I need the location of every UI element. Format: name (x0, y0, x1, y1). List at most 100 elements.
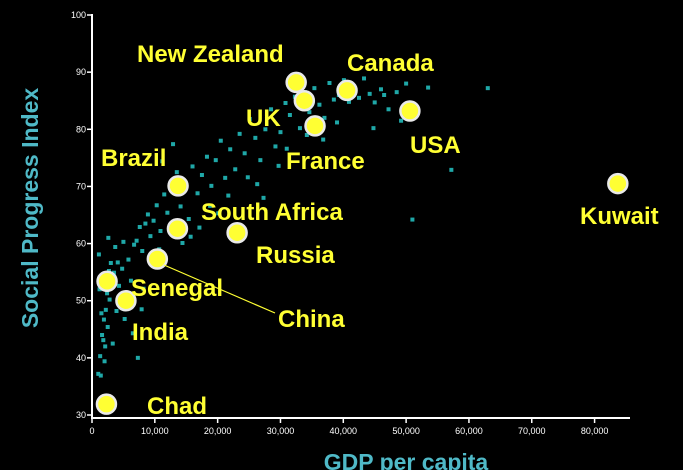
data-point (223, 175, 228, 180)
y-axis-title: Social Progress Index (17, 88, 43, 329)
data-point (253, 135, 258, 140)
data-point (273, 144, 278, 149)
data-point (165, 210, 170, 215)
data-point (105, 291, 110, 296)
y-tick-label: 100 (71, 10, 86, 20)
data-point (228, 147, 233, 152)
data-point (106, 235, 111, 240)
data-point (276, 163, 281, 168)
label-kuwait: Kuwait (580, 203, 659, 230)
china-leader-line (163, 264, 276, 314)
highlight-point-chad (95, 393, 118, 415)
x-axis-title: GDP per capita (324, 449, 489, 470)
data-point (335, 120, 340, 125)
data-point (321, 137, 326, 142)
x-tick-label: 50,000 (392, 426, 420, 436)
data-point (218, 138, 223, 143)
data-point (122, 317, 127, 321)
data-point (151, 218, 156, 223)
data-point (110, 341, 115, 346)
data-point (140, 249, 145, 253)
data-point (145, 212, 150, 217)
label-senegal: Senegal (131, 275, 223, 302)
data-point (100, 333, 105, 337)
highlight-point-france (304, 115, 326, 137)
data-point (410, 217, 415, 222)
label-new-zealand: New Zealand (137, 41, 284, 68)
data-point (171, 142, 176, 147)
highlight-point-brazil (167, 175, 189, 197)
data-point (213, 158, 218, 163)
axes (91, 14, 630, 419)
data-point (283, 101, 288, 105)
data-point (188, 234, 193, 239)
data-point (126, 257, 131, 262)
data-point (399, 118, 404, 123)
data-point (101, 317, 106, 322)
y-tick-label: 50 (76, 296, 86, 306)
data-point (139, 307, 144, 312)
data-point (174, 170, 179, 175)
label-russia: Russia (256, 242, 335, 269)
data-point (204, 154, 209, 159)
data-point (404, 81, 409, 86)
data-point (158, 229, 163, 233)
x-tick-label: 40,000 (330, 426, 358, 436)
data-point (261, 195, 266, 200)
data-point (372, 100, 377, 105)
data-point (394, 90, 399, 95)
data-point (304, 133, 309, 137)
highlight-point-senegal (96, 270, 118, 293)
data-point (102, 359, 107, 364)
label-chad: Chad (147, 393, 207, 420)
data-point (162, 192, 167, 197)
data-point (341, 78, 346, 83)
x-tick-label: 30,000 (267, 426, 295, 436)
highlight-point-china (146, 248, 169, 270)
data-point (278, 130, 283, 135)
data-point (485, 86, 490, 91)
data-point (307, 110, 312, 115)
data-point (114, 309, 119, 313)
data-point (269, 107, 274, 112)
data-point (96, 252, 101, 257)
data-point (178, 204, 183, 209)
label-canada: Canada (347, 50, 434, 77)
highlight-point-usa (399, 100, 421, 122)
data-point (284, 146, 289, 151)
data-point (226, 193, 231, 198)
data-point (99, 311, 104, 316)
y-tick-label: 90 (76, 67, 86, 77)
data-point (199, 173, 204, 177)
data-point (197, 225, 202, 230)
data-point (98, 354, 103, 359)
data-point (115, 260, 120, 265)
data-point (255, 182, 260, 187)
data-point (101, 338, 106, 343)
data-point (96, 371, 101, 376)
label-brazil: Brazil (101, 145, 166, 172)
data-point (233, 167, 238, 172)
data-point (186, 217, 191, 221)
data-point (287, 113, 292, 117)
data-point (128, 278, 133, 283)
data-point (237, 131, 242, 136)
highlighted-countries (95, 71, 629, 415)
data-point (386, 107, 391, 112)
data-point (297, 126, 302, 131)
data-point (367, 91, 372, 96)
y-tick-label: 30 (76, 410, 86, 420)
data-point (98, 373, 103, 378)
data-point (103, 344, 108, 349)
label-usa: USA (410, 132, 461, 159)
data-point (148, 234, 153, 239)
highlight-point-south-africa (166, 217, 189, 240)
data-point (117, 283, 122, 288)
y-tick-label: 70 (76, 181, 86, 191)
label-china: China (278, 306, 345, 333)
data-point (134, 238, 139, 243)
data-point (103, 307, 108, 312)
x-tick-label: 10,000 (141, 426, 169, 436)
data-point (160, 159, 165, 164)
